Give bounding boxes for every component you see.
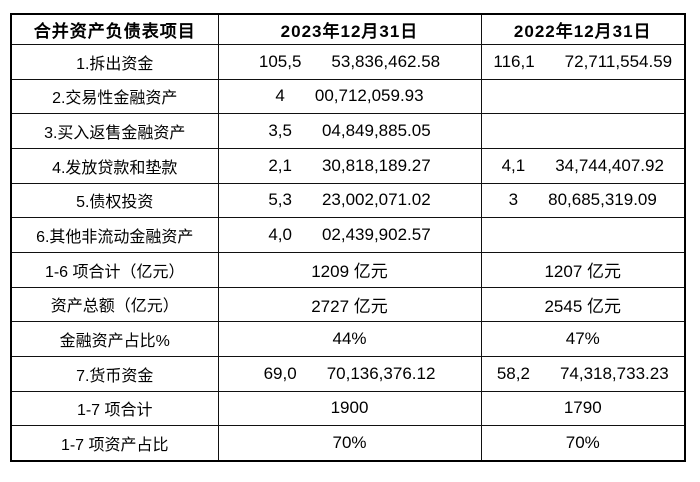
value-pair: 4,1 34,744,407.92 — [486, 156, 681, 176]
cell-2023: 4,0 02,439,902.57 — [217, 217, 482, 253]
value-prefix: 58,2 — [496, 363, 530, 383]
balance-sheet-table: 合并资产负债表项目 2023年12月31日 2022年12月31日 1.拆出资金… — [10, 13, 686, 462]
value-pair: 116,1 72,711,554.59 — [486, 52, 681, 72]
table-row: 1.拆出资金 105,5 53,836,462.58 116,1 72,711,… — [10, 44, 686, 80]
value-prefix: 3,5 — [268, 121, 292, 141]
table-row: 3.买入返售金融资产 3,5 04,849,885.05 — [10, 113, 686, 149]
table-row: 4.发放贷款和垫款 2,1 30,818,189.27 4,1 34,744,4… — [10, 147, 686, 184]
cell-2022-empty — [480, 113, 686, 149]
cell-2023: 1900 — [217, 390, 482, 427]
table-row: 1-7 项资产占比 70% 70% — [10, 425, 686, 462]
value-pair: 69,0 70,136,376.12 — [223, 364, 477, 384]
value-amount: 53,836,462.58 — [331, 51, 441, 71]
value-percent: 44% — [332, 329, 367, 349]
column-header-2022: 2022年12月31日 — [480, 13, 686, 45]
table-row: 1-6 项合计（亿元） 1209 亿元 1207 亿元 — [10, 251, 686, 288]
value-amount: 04,849,885.05 — [321, 121, 431, 141]
table-row: 1-7 项合计 1900 1790 — [10, 390, 686, 427]
cell-2022: 116,1 72,711,554.59 — [480, 44, 686, 80]
row-label: 金融资产占比% — [10, 321, 219, 357]
cell-2022: 3 80,685,319.09 — [480, 182, 686, 219]
row-label: 4.发放贷款和垫款 — [10, 147, 219, 184]
value-amount: 74,318,733.23 — [559, 363, 669, 383]
value-amount: 02,439,902.57 — [321, 225, 431, 245]
cell-2023: 44% — [217, 321, 482, 357]
table-row: 资产总额（亿元） 2727 亿元 2545 亿元 — [10, 286, 686, 323]
value-prefix: 4,1 — [501, 155, 526, 175]
value-pair: 2,1 30,818,189.27 — [223, 156, 477, 176]
column-header-items: 合并资产负债表项目 — [10, 13, 219, 45]
cell-2023: 69,0 70,136,376.12 — [217, 355, 482, 392]
row-label: 5.债权投资 — [10, 182, 219, 219]
cell-2022: 1790 — [480, 390, 686, 427]
cell-2022: 47% — [480, 321, 686, 357]
cell-2022-empty — [480, 78, 686, 115]
header-row: 合并资产负债表项目 2023年12月31日 2022年12月31日 — [10, 13, 686, 45]
value-amount: 72,711,554.59 — [564, 51, 673, 71]
row-label: 2.交易性金融资产 — [10, 78, 219, 115]
row-label: 6.其他非流动金融资产 — [10, 217, 219, 253]
cell-2023: 1209 亿元 — [217, 251, 482, 288]
value-pair: 4,0 02,439,902.57 — [223, 225, 477, 245]
value-total: 1209 亿元 — [311, 262, 388, 282]
value-percent: 70% — [565, 433, 600, 453]
cell-2022: 70% — [480, 425, 686, 462]
value-prefix: 116,1 — [493, 51, 535, 71]
cell-2022: 58,2 74,318,733.23 — [480, 355, 686, 392]
value-pair: 3,5 04,849,885.05 — [223, 121, 477, 141]
row-label: 7.货币资金 — [10, 355, 219, 392]
value-prefix: 5,3 — [268, 190, 292, 210]
table-row: 6.其他非流动金融资产 4,0 02,439,902.57 — [10, 217, 686, 253]
row-label: 1.拆出资金 — [10, 44, 219, 80]
row-label: 1-7 项合计 — [10, 390, 219, 427]
value-prefix: 105,5 — [258, 51, 302, 71]
cell-2022: 4,1 34,744,407.92 — [480, 147, 686, 184]
row-label: 3.买入返售金融资产 — [10, 113, 219, 149]
value-amount: 70,136,376.12 — [326, 363, 436, 383]
value-amount: 34,744,407.92 — [555, 155, 664, 175]
value-pair: 3 80,685,319.09 — [486, 190, 681, 210]
cell-2023: 4 00,712,059.93 — [217, 78, 482, 115]
table-row: 2.交易性金融资产 4 00,712,059.93 — [10, 78, 686, 115]
value-total: 1207 亿元 — [544, 262, 622, 282]
cell-2023: 2,1 30,818,189.27 — [217, 147, 482, 184]
value-amount: 30,818,189.27 — [321, 155, 431, 175]
value-prefix: 69,0 — [263, 363, 297, 383]
row-label: 资产总额（亿元） — [10, 286, 219, 323]
table-row: 金融资产占比% 44% 47% — [10, 321, 686, 357]
value-prefix: 4,0 — [268, 225, 292, 245]
column-header-2023: 2023年12月31日 — [217, 13, 482, 45]
cell-2022: 1207 亿元 — [480, 251, 686, 288]
cell-2023: 3,5 04,849,885.05 — [217, 113, 482, 149]
value-total: 1790 — [563, 398, 602, 418]
table-row: 7.货币资金 69,0 70,136,376.12 58,2 74,318,73… — [10, 355, 686, 392]
table-row: 5.债权投资 5,3 23,002,071.02 3 80,685,319.09 — [10, 182, 686, 219]
value-pair: 4 00,712,059.93 — [223, 86, 477, 106]
cell-2023: 70% — [217, 425, 482, 462]
cell-2022: 2545 亿元 — [480, 286, 686, 323]
value-pair: 5,3 23,002,071.02 — [223, 190, 477, 210]
cell-2022-empty — [480, 217, 686, 253]
value-total: 2727 亿元 — [311, 296, 388, 316]
value-pair: 105,5 53,836,462.58 — [223, 52, 477, 72]
value-total: 1900 — [330, 398, 369, 418]
value-prefix: 2,1 — [268, 155, 292, 175]
value-percent: 47% — [565, 329, 600, 349]
value-prefix: 3 — [508, 190, 519, 210]
value-prefix: 4 — [275, 86, 285, 106]
value-percent: 70% — [332, 433, 367, 453]
value-amount: 80,685,319.09 — [548, 190, 657, 210]
cell-2023: 105,5 53,836,462.58 — [217, 44, 482, 80]
value-amount: 00,712,059.93 — [314, 86, 424, 106]
cell-2023: 2727 亿元 — [217, 286, 482, 323]
value-amount: 23,002,071.02 — [321, 190, 431, 210]
cell-2023: 5,3 23,002,071.02 — [217, 182, 482, 219]
value-total: 2545 亿元 — [544, 296, 622, 316]
value-pair: 58,2 74,318,733.23 — [486, 364, 681, 384]
row-label: 1-7 项资产占比 — [10, 425, 219, 462]
row-label: 1-6 项合计（亿元） — [10, 251, 219, 288]
